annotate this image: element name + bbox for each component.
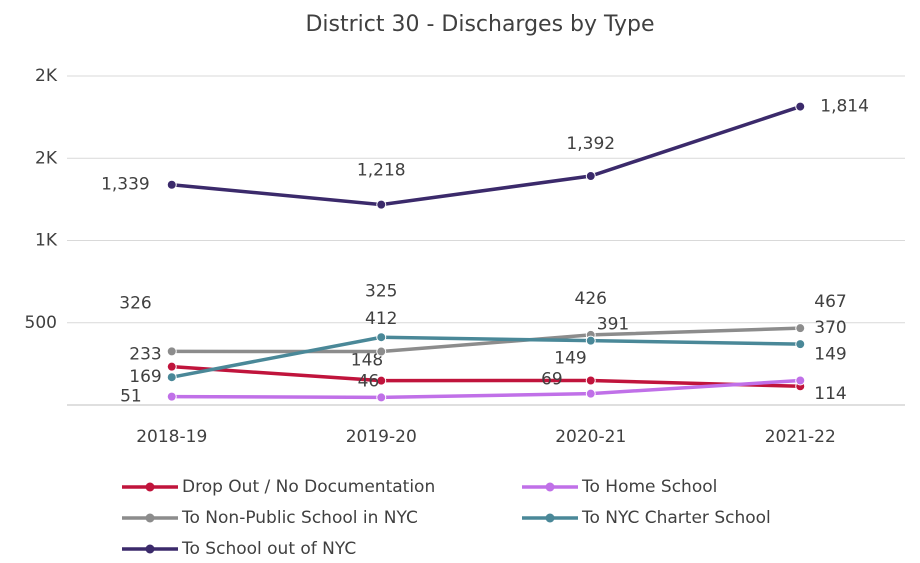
data-point (166, 361, 177, 372)
data-label: 1,218 (357, 161, 406, 181)
legend-marker (145, 513, 155, 523)
data-point (376, 199, 387, 210)
data-label: 370 (814, 318, 846, 338)
data-point (376, 375, 387, 386)
series-line (171, 335, 801, 379)
data-point (376, 332, 387, 343)
data-point (166, 391, 177, 402)
legend-label: Drop Out / No Documentation (182, 477, 435, 497)
y-tick-label: 1K (35, 231, 58, 251)
data-point (795, 323, 806, 334)
y-tick-label: 500 (25, 313, 57, 333)
series-line (171, 104, 801, 207)
data-label: 46 (358, 371, 380, 391)
legend-label: To Home School (581, 477, 717, 497)
data-label: 1,339 (101, 175, 150, 195)
y-tick-label: 2K (35, 66, 58, 86)
data-label: 149 (814, 344, 846, 364)
data-label: 326 (119, 293, 151, 313)
data-point (166, 179, 177, 190)
data-point (166, 372, 177, 383)
legend-marker (145, 544, 155, 554)
data-point (585, 171, 596, 182)
x-tick-label: 2018-19 (136, 427, 207, 447)
legend-marker (545, 513, 555, 523)
data-point (795, 375, 806, 386)
x-tick-label: 2020-21 (555, 427, 626, 447)
data-label: 1,392 (566, 134, 615, 154)
data-label: 148 (351, 351, 383, 371)
data-label: 51 (120, 387, 142, 407)
y-tick-label: 2K (35, 148, 58, 168)
data-point (795, 101, 806, 112)
data-point (585, 335, 596, 346)
data-label: 412 (365, 309, 397, 329)
data-label: 69 (541, 370, 563, 390)
legend-label: To Non-Public School in NYC (181, 508, 418, 528)
data-label: 1,814 (820, 97, 869, 117)
data-label: 391 (597, 315, 629, 335)
data-point (376, 346, 387, 357)
data-point (795, 339, 806, 350)
x-tick-label: 2021-22 (765, 427, 836, 447)
series-line (171, 364, 801, 388)
x-tick-label: 2019-20 (346, 427, 417, 447)
legend-label: To School out of NYC (181, 539, 356, 559)
data-label: 233 (129, 345, 161, 365)
data-point (376, 392, 387, 403)
data-label: 114 (814, 384, 846, 404)
legend-marker (545, 482, 555, 492)
legend-marker (145, 482, 155, 492)
data-label: 169 (129, 367, 161, 387)
data-point (585, 375, 596, 386)
data-label: 467 (814, 292, 846, 312)
series-line (171, 378, 801, 400)
chart-title: District 30 - Discharges by Type (305, 12, 654, 37)
data-label: 149 (554, 348, 586, 368)
data-label: 426 (575, 289, 607, 309)
series-line (171, 326, 801, 354)
data-label: 325 (365, 282, 397, 302)
legend-label: To NYC Charter School (581, 508, 771, 528)
data-point (585, 388, 596, 399)
data-point (166, 346, 177, 357)
